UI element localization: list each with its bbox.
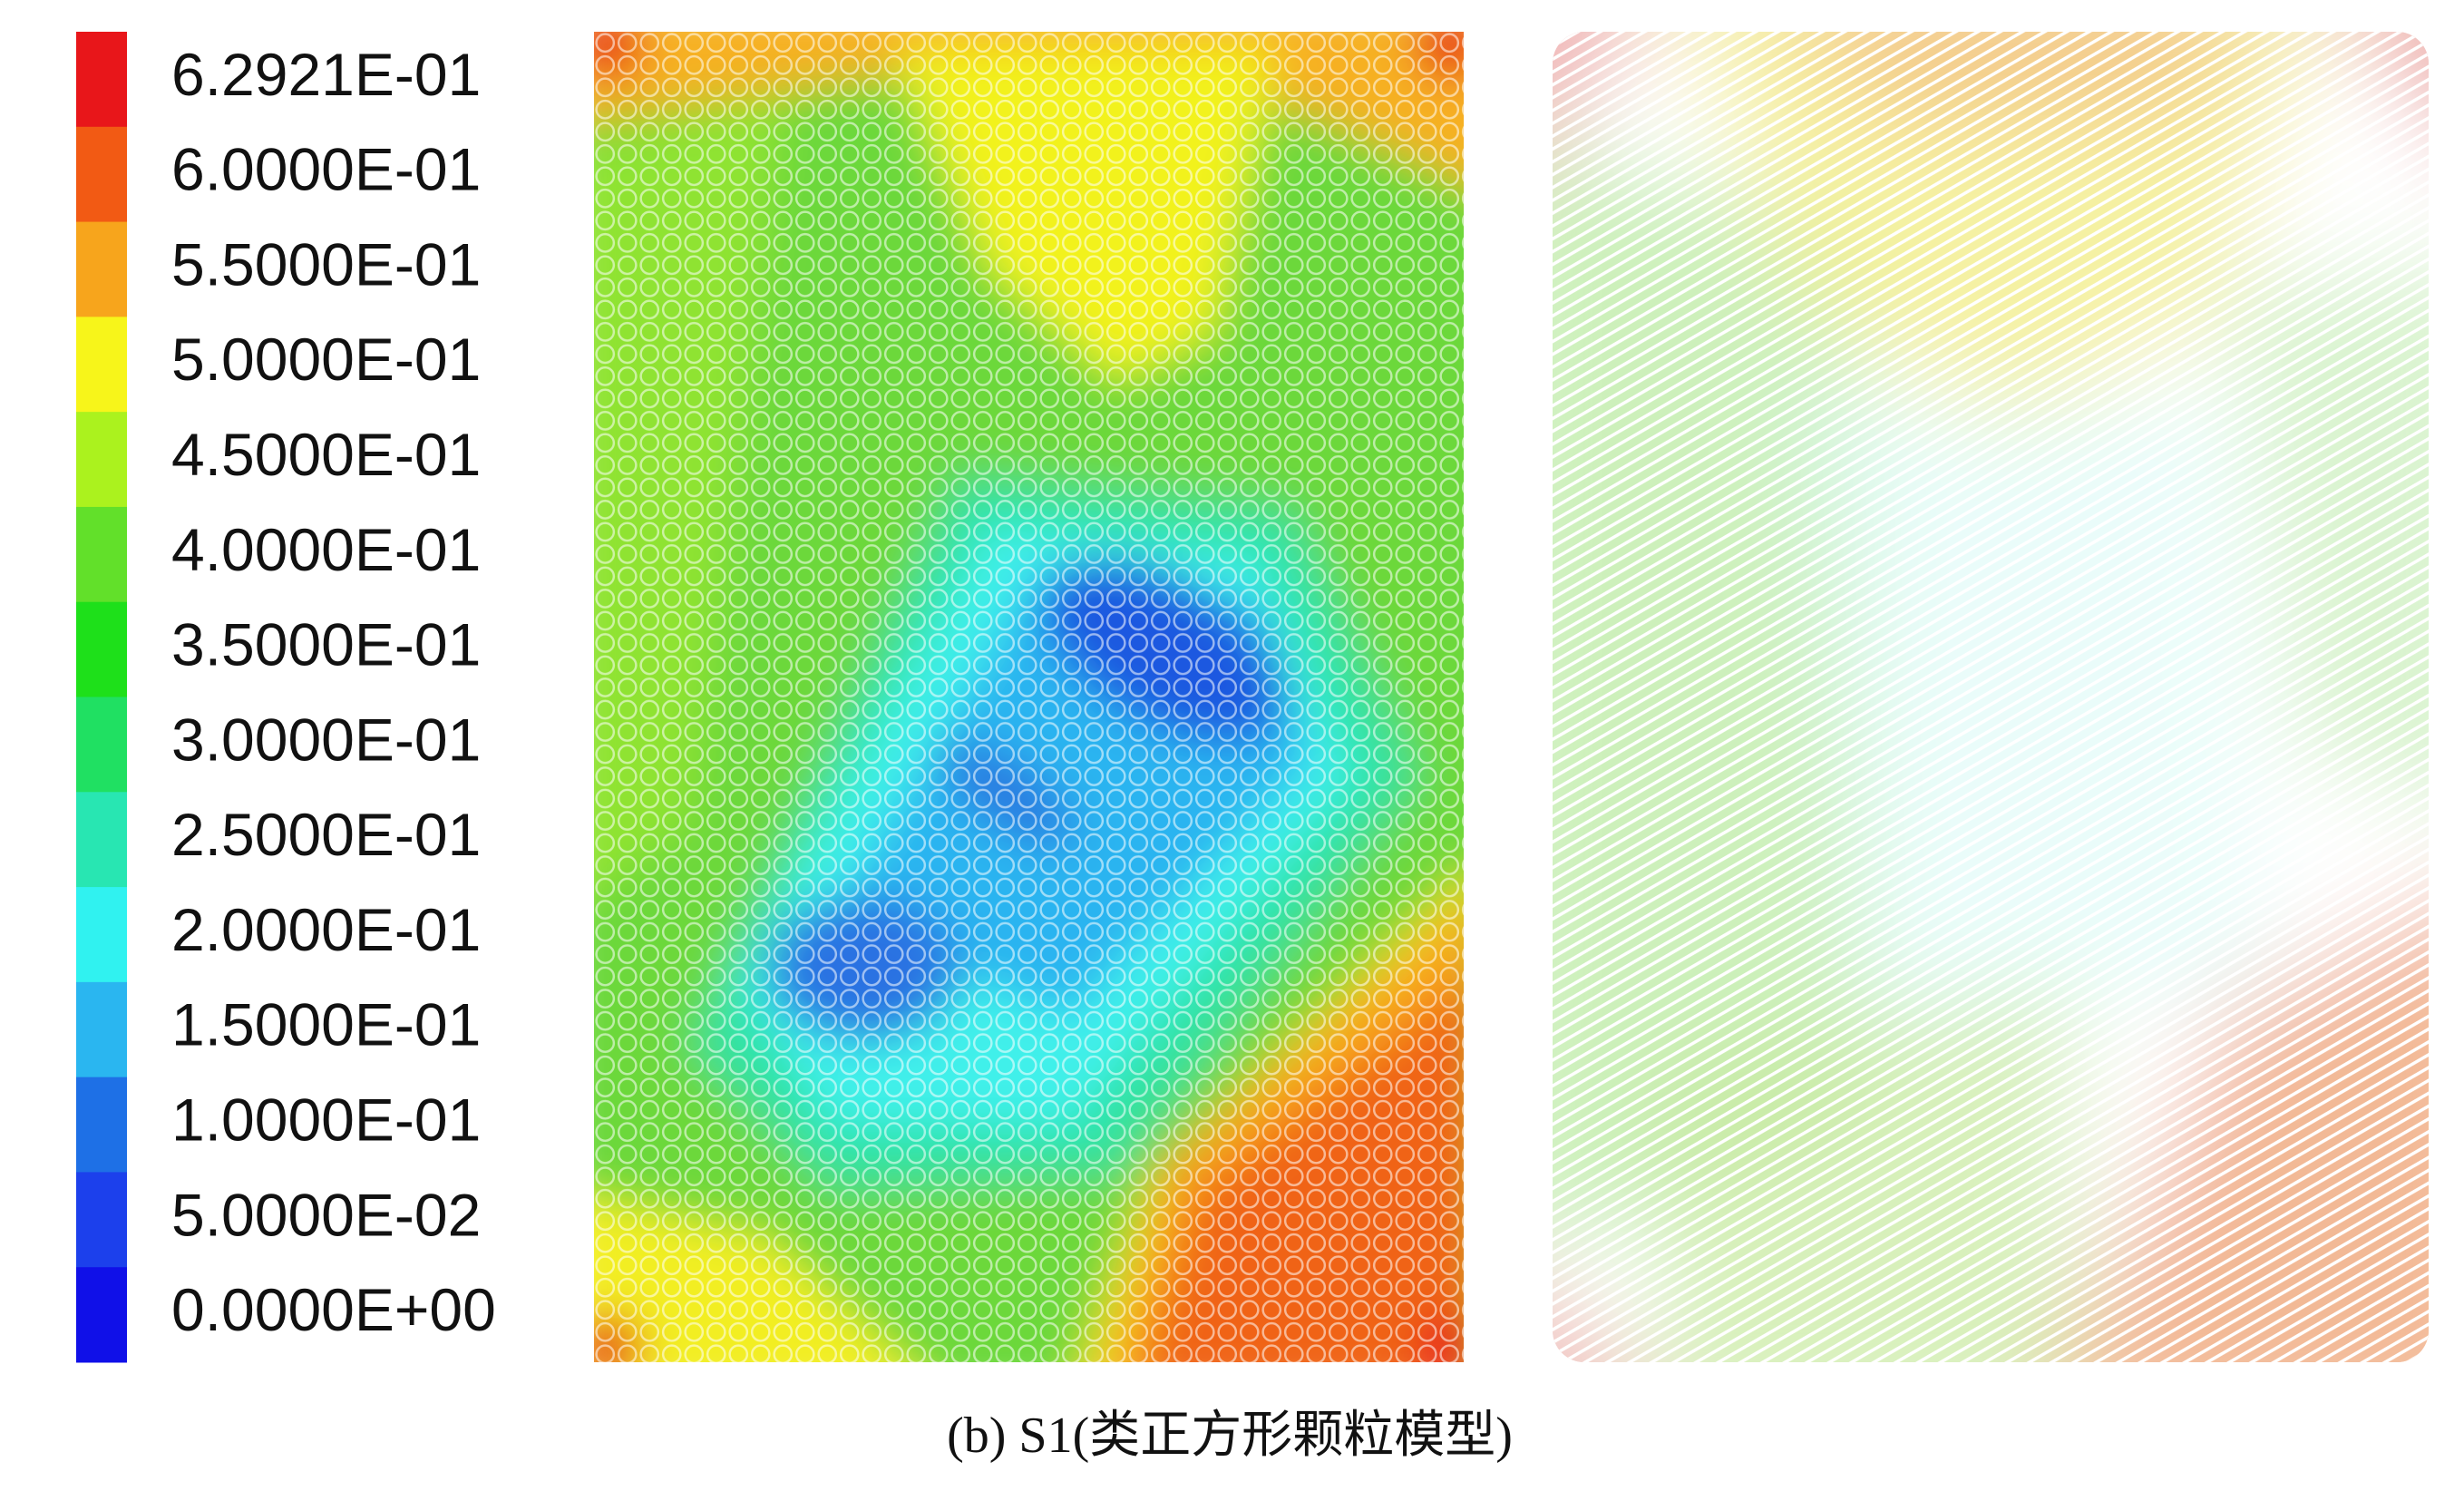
legend-label: 5.0000E-02 <box>171 1181 481 1248</box>
vector-field <box>1553 32 2429 1362</box>
color-band <box>76 32 127 128</box>
legend-label: 1.0000E-01 <box>171 1086 481 1153</box>
legend-label: 5.5000E-01 <box>171 230 481 297</box>
color-band <box>76 601 127 697</box>
legend-label: 6.0000E-01 <box>171 136 481 203</box>
color-band <box>76 1267 127 1363</box>
color-band <box>76 1077 127 1173</box>
caption: (b) S1(类正方形颗粒模型) <box>947 1408 1513 1464</box>
legend-label: 3.0000E-01 <box>171 706 481 773</box>
particle-field <box>594 32 1464 1362</box>
color-band <box>76 697 127 793</box>
legend-label: 4.5000E-01 <box>171 421 481 488</box>
legend-label: 1.5000E-01 <box>171 991 481 1058</box>
legend-label: 4.0000E-01 <box>171 516 481 583</box>
color-band <box>76 1172 127 1268</box>
colorbar: 6.2921E-01 6.0000E-01 5.5000E-01 5.0000E-01… <box>76 32 496 1363</box>
legend-label: 2.5000E-01 <box>171 801 481 868</box>
particle-texture <box>594 32 1464 1362</box>
legend-label: 0.0000E+00 <box>171 1276 496 1343</box>
color-band <box>76 317 127 413</box>
legend-label: 3.5000E-01 <box>171 611 481 678</box>
legend-label: 6.2921E-01 <box>171 41 481 108</box>
color-band <box>76 506 127 603</box>
color-band <box>76 792 127 888</box>
particle-panel <box>594 32 1464 1362</box>
vector-texture <box>1553 32 2429 1362</box>
color-band <box>76 126 127 223</box>
color-band <box>76 981 127 1078</box>
color-band <box>76 412 127 508</box>
color-band <box>76 221 127 317</box>
color-band <box>76 887 127 983</box>
vector-panel <box>1553 32 2429 1362</box>
legend-label: 2.0000E-01 <box>171 896 481 963</box>
legend-label: 5.0000E-01 <box>171 326 481 393</box>
